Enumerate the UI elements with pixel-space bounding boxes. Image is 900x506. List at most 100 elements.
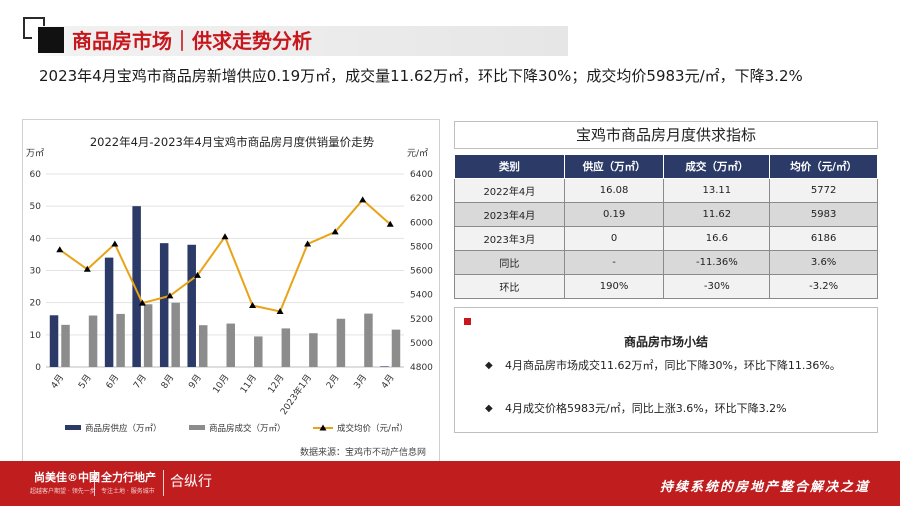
supply-bar <box>159 243 169 367</box>
header-supply: 供应（万㎡） <box>563 154 665 179</box>
table-cell: 16.6 <box>663 226 771 251</box>
brand-logo-shangmeijia: 尚美佳®中國 <box>34 471 100 484</box>
y-right-tick-label: 5800 <box>410 242 433 252</box>
price-point <box>83 265 91 272</box>
diamond-bullet-icon: ◆ <box>485 360 493 371</box>
data-source: 数据来源：宝鸡市不动产信息网 <box>300 448 427 458</box>
y-right-tick-label: 5600 <box>410 267 433 277</box>
sales-bar <box>143 304 153 367</box>
y-left-tick-label: 50 <box>30 202 42 212</box>
price-point <box>138 299 146 306</box>
x-tick-label: 6月 <box>104 372 121 390</box>
sales-bar <box>226 323 235 367</box>
sales-bar <box>364 313 373 367</box>
table-cell: 2023年4月 <box>454 202 565 227</box>
y-left-tick-label: 30 <box>30 267 42 277</box>
price-point <box>221 233 229 240</box>
table-cell: 6186 <box>769 226 878 251</box>
x-tick-label: 3月 <box>352 372 369 390</box>
table-row: 同比 - -11.36% 3.6% <box>454 250 878 275</box>
y-right-tick-label: 6000 <box>410 218 433 228</box>
table-row: 2023年4月 0.19 11.62 5983 <box>454 202 878 227</box>
supply-bar <box>132 206 141 367</box>
x-tick-label: 2月 <box>324 372 341 390</box>
legend-label-supply: 商品房供应（万㎡） <box>85 423 162 434</box>
table-cell: -3.2% <box>769 274 878 299</box>
table-row: 2022年4月 16.08 13.11 5772 <box>454 178 878 203</box>
table-cell: 5772 <box>769 178 878 203</box>
price-point <box>193 271 201 278</box>
y-right-tick-label: 4800 <box>410 363 433 373</box>
price-point <box>359 196 367 203</box>
price-point <box>111 240 119 247</box>
y-left-tick-label: 60 <box>30 170 42 180</box>
price-point <box>304 240 312 247</box>
header-sales: 成交（万㎡） <box>663 154 771 179</box>
footer-slogan: 持续系统的房地产整合解决之道 <box>659 480 870 495</box>
table-cell: 5983 <box>769 202 878 227</box>
chart-title: 2022年4月-2023年4月宝鸡市商品房月度供销量价走势 <box>90 135 375 149</box>
headline: 2023年4月宝鸡市商品房新增供应0.19万㎡，成交量11.62万㎡，环比下降3… <box>39 67 803 85</box>
x-tick-label: 4月 <box>379 372 396 390</box>
brand-logo-hezongxing: 合纵行 <box>170 474 212 490</box>
y-right-tick-label: 5400 <box>410 291 433 301</box>
indicator-table: 类别 供应（万㎡） 成交（万㎡） 均价（元/㎡） 2022年4月 16.08 1… <box>454 154 878 299</box>
price-point <box>166 292 174 299</box>
price-point <box>331 228 339 235</box>
header-bar <box>32 26 568 56</box>
left-axis-unit: 万㎡ <box>26 148 44 159</box>
x-tick-label: 7月 <box>131 372 148 390</box>
price-point <box>276 308 284 315</box>
sales-bar <box>254 336 263 367</box>
indicator-title: 宝鸡市商品房月度供求指标 <box>454 121 878 149</box>
table-cell: 同比 <box>454 250 565 275</box>
summary-title: 商品房市场小结 <box>623 335 708 349</box>
brand-logo-quanlixing: 全力行地产 <box>101 471 156 484</box>
sales-bar <box>116 313 125 367</box>
table-cell: 11.62 <box>663 202 771 227</box>
x-tick-label: 4月 <box>49 372 66 390</box>
table-cell: 13.11 <box>663 178 771 203</box>
table-row: 2023年3月 0 16.6 6186 <box>454 226 878 251</box>
indicator-header-row: 类别 供应（万㎡） 成交（万㎡） 均价（元/㎡） <box>454 154 878 179</box>
table-cell: 190% <box>563 274 665 299</box>
sales-bar <box>88 315 98 367</box>
sales-bar <box>198 325 208 367</box>
table-cell: - <box>563 250 665 275</box>
table-cell: -11.36% <box>663 250 771 275</box>
y-right-tick-label: 5200 <box>410 315 433 325</box>
supply-bar <box>380 366 389 367</box>
right-axis-unit: 元/㎡ <box>407 148 428 159</box>
x-tick-label: 9月 <box>186 372 203 390</box>
legend-label-price: 成交均价（元/㎡） <box>337 423 408 434</box>
price-point <box>386 220 394 227</box>
header-price: 均价（元/㎡） <box>769 154 878 179</box>
y-left-tick-label: 40 <box>30 234 42 244</box>
table-cell: 16.08 <box>563 178 665 203</box>
brand-tagline-shangmeijia: 超越客户期望 · 领先一步 <box>30 488 96 495</box>
chart-panel: 2022年4月-2023年4月宝鸡市商品房月度供销量价走势 万㎡ 元/㎡ 0 10… <box>22 119 440 462</box>
legend-swatch-supply <box>65 425 81 430</box>
x-tick-label: 10月 <box>211 372 232 395</box>
x-tick-label: 12月 <box>266 372 287 395</box>
x-tick-label: 5月 <box>76 372 93 390</box>
summary-item: ◆ 4月商品房市场成交11.62万㎡，同比下降30%，环比下降11.36%。 <box>485 357 845 375</box>
sales-bar <box>171 302 180 367</box>
table-cell: -30% <box>663 274 771 299</box>
y-right-tick-label: 6400 <box>410 170 433 180</box>
y-left-tick-label: 0 <box>35 363 41 373</box>
y-right-tick-label: 6200 <box>410 194 433 204</box>
legend-swatch-sales <box>189 425 205 430</box>
footer-divider <box>163 470 164 496</box>
sales-bar <box>281 328 291 367</box>
supply-bar <box>187 244 196 367</box>
table-cell: 2022年4月 <box>454 178 565 203</box>
table-cell: 2023年3月 <box>454 226 565 251</box>
price-point <box>249 301 257 308</box>
diamond-bullet-icon: ◆ <box>485 403 493 414</box>
table-cell: 环比 <box>454 274 565 299</box>
supply-bar <box>104 257 114 367</box>
legend-label-sales: 商品房成交（万㎡） <box>209 423 286 434</box>
x-tick-label: 8月 <box>159 372 176 390</box>
brand-tagline-quanlixing: 专注土地 · 服务城市 <box>101 488 155 495</box>
